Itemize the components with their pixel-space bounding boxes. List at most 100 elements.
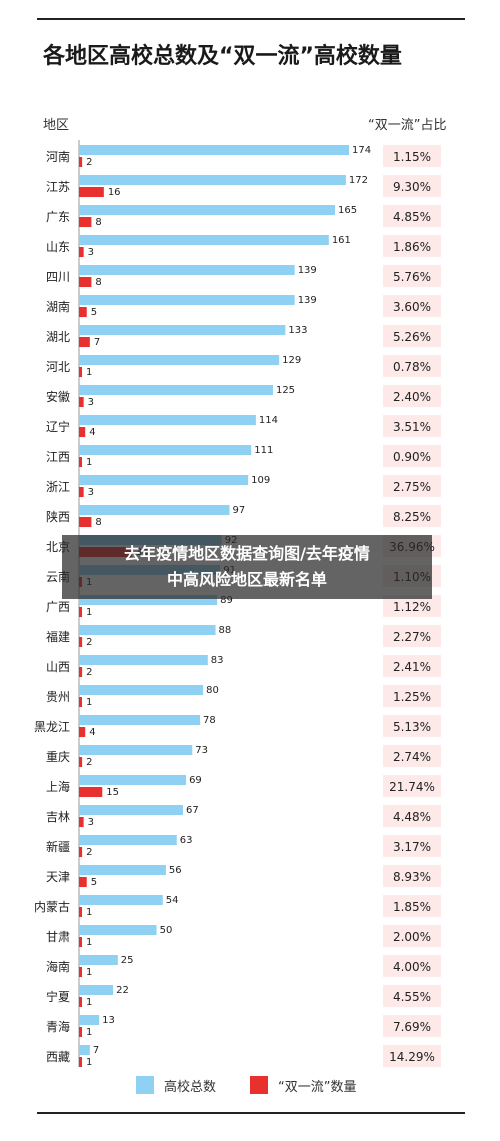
share-value: 5.76% [393,270,431,284]
bar-dfc [79,787,103,797]
legend-label-dfc: “双一流”数量 [278,1080,357,1095]
value-label-total: 25 [121,955,134,966]
value-label-total: 7 [93,1045,99,1056]
bar-total [79,1015,100,1025]
category-label: 河北 [46,360,70,374]
value-label-total: 172 [349,175,368,186]
value-label-dfc: 1 [86,907,92,918]
bottom-rule [37,1112,465,1114]
category-label: 贵州 [46,690,70,704]
share-badge-bg [383,895,441,917]
bar-dfc [79,967,82,977]
value-label-dfc: 3 [88,817,94,828]
bar-dfc [79,247,84,257]
value-label-dfc: 1 [86,967,92,978]
share-value: 2.41% [393,660,431,674]
value-label-total: 88 [219,625,232,636]
value-label-total: 80 [206,685,219,696]
share-value: 4.85% [393,210,431,224]
value-label-dfc: 8 [95,217,101,228]
category-label: 西藏 [46,1050,70,1064]
bar-dfc [79,337,90,347]
value-label-dfc: 8 [95,277,101,288]
value-label-dfc: 2 [86,157,92,168]
bar-dfc [79,817,84,827]
share-badge-bg [383,745,441,767]
share-badge-bg [383,835,441,857]
bar-dfc [79,757,83,767]
share-badge-bg [383,1045,441,1067]
bar-dfc [79,427,86,437]
bar-dfc [79,307,87,317]
share-badge-bg [383,205,441,227]
value-label-dfc: 3 [88,487,94,498]
share-badge-bg [383,385,441,407]
bar-dfc [79,1027,82,1037]
bar-total [79,355,280,365]
share-value: 4.55% [393,990,431,1004]
value-label-dfc: 1 [86,1057,92,1068]
value-label-total: 50 [160,925,173,936]
value-label-total: 111 [254,445,273,456]
category-label: 甘肃 [46,930,70,944]
share-value: 8.25% [393,510,431,524]
legend: 高校总数 “双一流”数量 [0,1074,500,1098]
value-label-total: 161 [332,235,351,246]
share-badge-bg [383,325,441,347]
category-label: 海南 [46,959,70,974]
share-badge-bg [383,655,441,677]
category-label: 山西 [46,660,70,674]
value-label-dfc: 1 [86,367,92,378]
value-label-dfc: 4 [89,427,95,438]
share-value: 4.00% [393,960,431,974]
bar-dfc [79,937,82,947]
value-label-total: 56 [169,865,182,876]
value-label-total: 69 [189,775,202,786]
bar-total [79,805,183,815]
share-value: 8.93% [393,870,431,884]
legend-label-total: 高校总数 [164,1080,217,1095]
share-badge-bg [383,625,441,647]
bar-total [79,475,249,485]
bar-total [79,295,295,305]
bar-dfc [79,637,83,647]
value-label-dfc: 8 [95,517,101,528]
category-label: 江苏 [46,180,70,194]
value-label-total: 89 [220,595,233,606]
legend-swatch-dfc [250,1076,268,1094]
value-label-total: 63 [180,835,193,846]
share-value: 3.60% [393,300,431,314]
value-label-dfc: 1 [86,457,92,468]
value-label-total: 129 [282,355,301,366]
bar-dfc [79,727,86,737]
share-value: 7.69% [393,1020,431,1034]
category-label: 江西 [46,450,70,464]
category-label: 广西 [46,600,70,614]
share-badge-bg [383,1015,441,1037]
share-badge-bg [383,475,441,497]
category-label: 新疆 [46,839,70,854]
share-badge-bg [383,805,441,827]
bar-dfc [79,1057,82,1067]
share-value: 1.86% [393,240,431,254]
share-value: 5.26% [393,330,431,344]
share-badge-bg [383,415,441,437]
value-label-dfc: 1 [86,697,92,708]
bar-dfc [79,157,83,167]
share-value: 3.17% [393,840,431,854]
value-label-total: 67 [186,805,199,816]
bar-total [79,835,177,845]
value-label-total: 165 [338,205,357,216]
bar-total [79,865,166,875]
category-label: 湖南 [46,299,70,314]
value-label-dfc: 1 [86,607,92,618]
share-badge-bg [383,355,441,377]
share-column-header: “双一流”占比 [368,118,447,133]
bar-total [79,235,329,245]
bar-total [79,145,349,155]
value-label-total: 73 [195,745,208,756]
share-badge-bg [383,715,441,737]
bar-total [79,385,273,395]
share-value: 1.25% [393,690,431,704]
